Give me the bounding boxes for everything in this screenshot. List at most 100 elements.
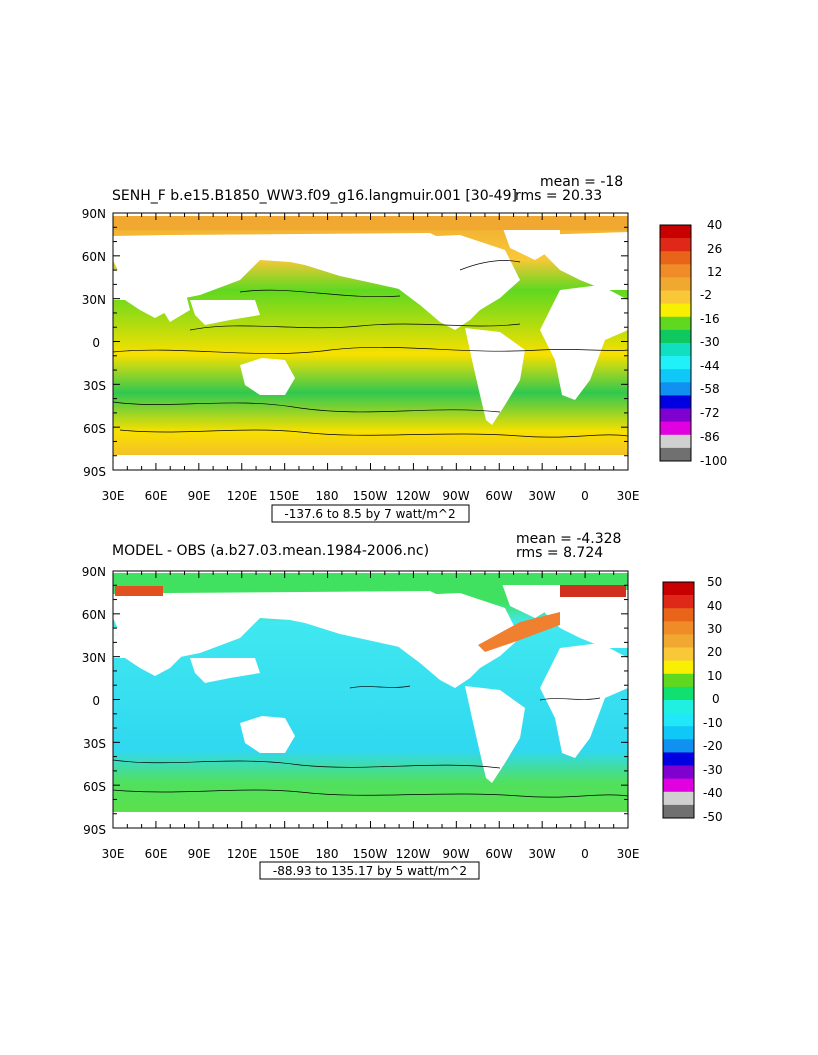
panel-2-y-label-30n: 30N [82, 651, 106, 665]
panel-2-x-label-120e: 120E [227, 847, 258, 861]
panel-2-stat-mean: mean = -4.328 [516, 531, 621, 547]
colorbar-cell [660, 251, 691, 265]
panel-1-land-europe [535, 232, 628, 290]
panel-1: mean = -18 SENH_F b.e15.B1850_WW3.f09_g1… [82, 174, 727, 523]
colorbar-cell [663, 713, 694, 727]
colorbar-cell [660, 238, 691, 252]
panel-2-x-label-150w: 150W [353, 847, 388, 861]
panel-2-x-label-30e: 30E [102, 847, 125, 861]
panel-1-land-south-america [465, 328, 525, 425]
colorbar-cell [663, 686, 694, 701]
panel-1-x-label-30e: 30E [102, 489, 125, 503]
panel-1-title: SENH_F b.e15.B1850_WW3.f09_g16.langmuir.… [112, 188, 517, 204]
panel-2-title: MODEL - OBS (a.b27.03.mean.1984-2006.nc) [112, 543, 429, 559]
panel-1-cbar-label-9: -86 [700, 430, 720, 444]
panel-2-cbar-label-10: -50 [703, 810, 723, 824]
panel-2-y-axis: 90N 60N 30N 0 30S 60S 90S [82, 565, 628, 837]
panel-2-land-south-america [465, 686, 525, 783]
colorbar-cell [660, 303, 691, 318]
panel-1-y-label-30s: 30S [83, 379, 106, 393]
panel-1-cbar-label-5: -30 [700, 335, 720, 349]
panel-1-land-africa [540, 285, 628, 400]
colorbar-cell [663, 791, 694, 806]
panel-2-colorbar: 50 40 30 20 10 0 -10 -20 -30 -40 -50 [662, 575, 723, 824]
panel-2-land-north-america [345, 593, 520, 688]
colorbar-cell [660, 343, 691, 357]
panel-1-map [112, 212, 629, 471]
colorbar-cell [660, 382, 691, 396]
panel-2-x-label-120w: 120W [396, 847, 431, 861]
panel-1-stat-mean: mean = -18 [540, 174, 623, 190]
panel-2-y-label-60s: 60S [83, 780, 106, 794]
colorbar-cell [660, 369, 691, 383]
panel-1-x-label-120e: 120E [227, 489, 258, 503]
panel-1-y-axis: 90N 60N 30N 0 30S 60S 90S [82, 207, 628, 479]
colorbar-cell [660, 277, 691, 291]
panel-2-cbar-label-1: 40 [707, 599, 722, 613]
colorbar-cell [660, 408, 691, 422]
panel-2-x-label-180: 180 [316, 847, 339, 861]
panel-2-colorbar-frame [662, 581, 695, 819]
colorbar-cell [660, 447, 691, 462]
panel-2-x-tick-marks [112, 571, 629, 828]
colorbar-cell [663, 621, 694, 635]
panel-1-x-label-0: 0 [581, 489, 589, 503]
panel-1-land-australia [240, 358, 295, 395]
colorbar-cell [663, 647, 694, 661]
colorbar-cell [660, 264, 691, 278]
panel-1-colorbar-cells [660, 225, 691, 462]
panel-2-y-label-30s: 30S [83, 737, 106, 751]
panel-1-y-label-60n: 60N [82, 250, 106, 264]
panel-1-y-tick-marks [113, 212, 628, 471]
colorbar-cell [660, 356, 691, 370]
colorbar-cell [663, 595, 694, 609]
panel-2-y-label-90n: 90N [82, 565, 106, 579]
panel-2-land-australia [240, 716, 295, 753]
panel-2-arctic-hotspot-east [560, 585, 626, 597]
colorbar-cell [660, 421, 691, 436]
panel-1-cbar-label-6: -44 [700, 359, 720, 373]
panel-1-x-label-90w: 90W [442, 489, 469, 503]
panel-2-x-label-60w: 60W [485, 847, 512, 861]
panel-2-cbar-label-8: -30 [703, 763, 723, 777]
panel-1-x-axis: 30E 60E 90E 120E 150E 180 150W 120W 90W … [102, 213, 639, 503]
colorbar-cell [660, 225, 691, 239]
colorbar-cell [663, 700, 694, 714]
panel-2-stat-rms: rms = 8.724 [516, 545, 603, 561]
panel-2-x-axis: 30E 60E 90E 120E 150E 180 150W 120W 90W … [102, 571, 640, 861]
panel-2-colorbar-cells [663, 582, 694, 819]
panel-1-x-tick-marks [112, 213, 629, 470]
panel-2-arctic-hotspot-west [115, 586, 163, 596]
panel-2-x-label-90e: 90E [188, 847, 211, 861]
panel-2-y-tick-marks [113, 570, 628, 829]
panel-1-x-label-180: 180 [316, 489, 339, 503]
panel-1-land-north-america [345, 235, 520, 330]
panel-1-x-label-150w: 150W [353, 489, 388, 503]
colorbar-cell [663, 634, 694, 648]
panel-1-colorbar: 40 26 12 -2 -16 -30 -44 -58 -72 -86 -100 [659, 218, 727, 468]
panel-1-y-label-60s: 60S [83, 422, 106, 436]
panel-1-land-seasia [190, 300, 260, 325]
colorbar-cell [660, 434, 691, 449]
panel-2: mean = -4.328 MODEL - OBS (a.b27.03.mean… [82, 531, 723, 880]
panel-2-contours [112, 685, 629, 798]
panel-1-cbar-label-4: -16 [700, 312, 720, 326]
panel-2-land-europe [535, 590, 628, 648]
panel-1-x-label-60e: 60E [145, 489, 168, 503]
panel-1-x-label-150e: 150E [269, 489, 300, 503]
colorbar-cell [663, 660, 694, 675]
colorbar-cell [663, 608, 694, 622]
panel-1-land-india [150, 290, 190, 322]
colorbar-cell [660, 290, 691, 304]
panel-2-x-label-30e-end: 30E [617, 847, 640, 861]
panel-2-range-box [259, 861, 480, 880]
panel-2-land-greenland [500, 576, 560, 618]
panel-1-x-label-30w: 30W [528, 489, 555, 503]
panel-2-x-label-60e: 60E [145, 847, 168, 861]
panel-1-stat-rms: rms = 20.33 [515, 188, 602, 204]
panel-2-land-africa [540, 643, 628, 758]
colorbar-cell [663, 726, 694, 740]
panel-1-cbar-label-2: 12 [707, 265, 722, 279]
panel-2-cbar-label-3: 20 [707, 645, 722, 659]
panel-2-y-label-0: 0 [92, 694, 100, 708]
